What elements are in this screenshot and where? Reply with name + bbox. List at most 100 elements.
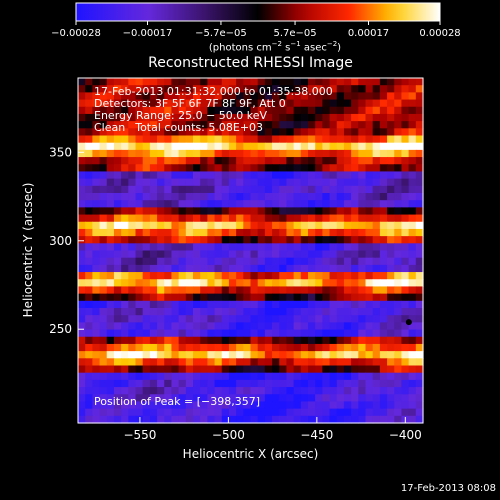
heatmap-cell: [214, 200, 223, 208]
heatmap-cell: [164, 171, 173, 180]
heatmap-cell: [343, 142, 352, 151]
heatmap-cell: [193, 121, 201, 129]
heatmap-cell: [336, 99, 345, 108]
heatmap-cell: [78, 193, 86, 201]
heatmap-cell: [135, 365, 144, 374]
heatmap-cell: [250, 264, 259, 273]
heatmap-cell: [128, 264, 137, 273]
heatmap-cell: [308, 78, 316, 86]
heatmap-cell: [78, 85, 86, 93]
heatmap-cell: [207, 142, 216, 151]
heatmap-cell: [228, 250, 237, 259]
heatmap-cell: [178, 171, 187, 180]
heatmap-cell: [372, 415, 381, 424]
heatmap-cell: [293, 322, 302, 331]
heatmap-cell: [121, 207, 129, 216]
heatmap-cell: [257, 358, 266, 367]
heatmap-cell: [243, 99, 252, 108]
heatmap-cell: [250, 128, 259, 137]
heatmap-cell: [135, 315, 144, 323]
heatmap-cell: [293, 286, 302, 295]
heatmap-cell: [300, 113, 309, 122]
heatmap-cell: [293, 394, 302, 403]
heatmap-cell: [178, 228, 187, 237]
heatmap-cell: [121, 336, 129, 345]
heatmap-cell: [286, 401, 295, 410]
heatmap-cell: [171, 372, 180, 381]
heatmap-cell: [178, 92, 187, 101]
heatmap-cell: [78, 106, 86, 115]
heatmap-cell: [315, 135, 323, 144]
heatmap-cell: [372, 99, 381, 108]
heatmap-cell: [415, 308, 424, 316]
heatmap-cell: [322, 286, 331, 295]
heatmap-cell: [193, 343, 201, 352]
heatmap-cell: [78, 279, 86, 288]
heatmap-cell: [387, 286, 395, 295]
heatmap-cell: [358, 358, 367, 367]
heatmap-cell: [243, 272, 252, 280]
heatmap-cell: [135, 293, 144, 302]
heatmap-cell: [272, 401, 280, 410]
heatmap-cell: [135, 250, 144, 259]
heatmap-cell: [85, 78, 93, 86]
heatmap-cell: [135, 336, 144, 345]
heatmap-cell: [228, 99, 237, 108]
heatmap-cell: [372, 372, 381, 381]
heatmap-cell: [250, 300, 259, 309]
heatmap-cell: [401, 236, 410, 244]
heatmap-cell: [308, 121, 316, 129]
heatmap-cell: [379, 207, 388, 216]
heatmap-cell: [336, 171, 345, 180]
heatmap-cell: [329, 293, 338, 302]
heatmap-cell: [200, 207, 208, 216]
heatmap-cell: [85, 157, 93, 165]
heatmap-cell: [78, 142, 86, 151]
heatmap-cell: [408, 243, 417, 252]
heatmap-cell: [250, 221, 259, 230]
heatmap-cell: [343, 178, 352, 187]
heatmap-cell: [308, 300, 316, 309]
heatmap-cell: [78, 293, 86, 302]
heatmap-cell: [286, 200, 295, 208]
heatmap-cell: [185, 279, 194, 288]
heatmap-cell: [336, 228, 345, 237]
heatmap-cell: [149, 264, 158, 273]
heatmap-cell: [329, 351, 338, 359]
heatmap-cell: [401, 358, 410, 367]
heatmap-cell: [415, 121, 424, 129]
heatmap-cell: [336, 343, 345, 352]
heatmap-cell: [178, 99, 187, 108]
heatmap-cell: [221, 322, 230, 331]
heatmap-cell: [106, 178, 115, 187]
heatmap-cell: [164, 336, 173, 345]
heatmap-cell: [300, 343, 309, 352]
heatmap-cell: [85, 207, 93, 216]
heatmap-cell: [250, 279, 259, 288]
heatmap-cell: [264, 401, 273, 410]
heatmap-cell: [128, 78, 137, 86]
heatmap-cell: [250, 415, 259, 424]
heatmap-cell: [200, 149, 208, 158]
heatmap-cell: [264, 178, 273, 187]
heatmap-cell: [221, 315, 230, 323]
heatmap-cell: [394, 243, 403, 252]
heatmap-cell: [343, 394, 352, 403]
heatmap-cell: [214, 157, 223, 165]
heatmap-cell: [92, 387, 101, 395]
heatmap-cell: [372, 379, 381, 388]
heatmap-cell: [135, 243, 144, 252]
heatmap-cell: [365, 315, 374, 323]
heatmap-cell: [128, 286, 137, 295]
heatmap-cell: [372, 149, 381, 158]
heatmap-cell: [207, 121, 216, 129]
heatmap-cell: [336, 300, 345, 309]
heatmap-cell: [401, 336, 410, 345]
heatmap-cell: [171, 85, 180, 93]
heatmap-cell: [415, 228, 424, 237]
heatmap-cell: [372, 293, 381, 302]
heatmap-cell: [279, 128, 288, 137]
heatmap-cell: [243, 286, 252, 295]
heatmap-cell: [286, 387, 295, 395]
heatmap-cell: [308, 379, 316, 388]
